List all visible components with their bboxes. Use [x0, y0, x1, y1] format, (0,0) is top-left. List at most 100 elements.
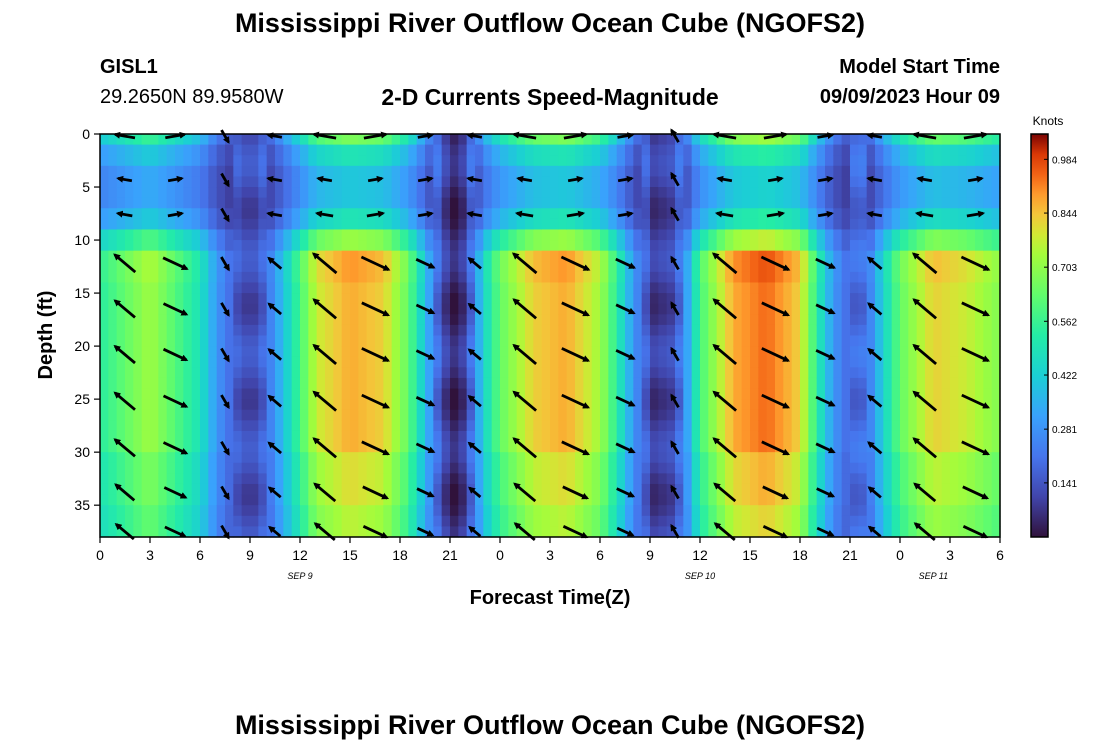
heatmap-cell — [650, 155, 659, 167]
heatmap-cell — [366, 515, 376, 527]
heatmap-cell — [216, 430, 226, 443]
heatmap-cell — [925, 176, 934, 188]
heatmap-cell — [608, 452, 618, 464]
heatmap-cell — [866, 494, 876, 506]
heatmap-cell — [291, 282, 301, 294]
heatmap-cell — [891, 176, 901, 188]
heatmap-cell — [908, 218, 918, 231]
heatmap-cell — [141, 420, 151, 432]
heatmap-cell — [283, 218, 293, 231]
heatmap-cell — [233, 282, 243, 294]
heatmap-cell — [541, 282, 551, 294]
heatmap-cell — [450, 240, 459, 252]
heatmap-cell — [175, 367, 184, 379]
heatmap-cell — [275, 187, 284, 199]
heatmap-cell — [283, 515, 293, 527]
heatmap-cell — [275, 271, 284, 284]
heatmap-cell — [300, 430, 309, 443]
heatmap-cell — [416, 271, 426, 284]
heatmap-cell — [825, 197, 834, 209]
heatmap-cell — [475, 367, 484, 379]
heatmap-cell — [416, 430, 426, 443]
heatmap-cell — [491, 409, 501, 421]
heatmap-cell — [441, 165, 451, 178]
heatmap-cell — [291, 187, 301, 199]
heatmap-cell — [641, 505, 651, 517]
heatmap-cell — [250, 377, 259, 390]
heatmap-cell — [616, 229, 626, 241]
heatmap-cell — [900, 208, 909, 220]
heatmap-cell — [150, 483, 159, 496]
heatmap-cell — [850, 165, 859, 178]
heatmap-cell — [633, 314, 643, 326]
heatmap-cell — [516, 441, 526, 453]
x-tick-label: 3 — [146, 547, 154, 563]
heatmap-cell — [800, 293, 809, 305]
current-arrow — [562, 525, 589, 539]
heatmap-cell — [116, 420, 126, 432]
heatmap-cell — [216, 261, 226, 273]
heatmap-cell — [691, 218, 701, 231]
heatmap-cell — [108, 452, 118, 464]
heatmap-cell — [100, 261, 109, 273]
heatmap-cell — [175, 134, 184, 146]
heatmap-cell — [541, 452, 551, 464]
heatmap-cell — [316, 261, 326, 273]
heatmap-cell — [791, 134, 801, 146]
heatmap-cell — [541, 155, 551, 167]
heatmap-cell — [866, 462, 876, 474]
heatmap-cell — [500, 176, 509, 188]
heatmap-cell — [600, 187, 609, 199]
heatmap-cell — [625, 494, 634, 506]
heatmap-cell — [758, 303, 768, 315]
heatmap-cell — [416, 515, 426, 527]
heatmap-cell — [158, 293, 168, 305]
heatmap-cell — [150, 229, 159, 241]
heatmap-cell — [583, 324, 593, 337]
heatmap-cell — [700, 187, 709, 199]
x-tick-label: 21 — [442, 547, 458, 563]
current-arrow — [911, 252, 938, 275]
heatmap-cell — [825, 218, 834, 231]
heatmap-cell — [975, 515, 984, 527]
heatmap-cell — [575, 526, 584, 538]
heatmap-cell — [516, 430, 526, 443]
heatmap-cell — [925, 208, 934, 220]
heatmap-cell — [508, 494, 518, 506]
heatmap-cell — [691, 452, 701, 464]
heatmap-cell — [816, 261, 826, 273]
heatmap-cell — [550, 367, 559, 379]
heatmap-cell — [383, 293, 393, 305]
heatmap-cell — [383, 165, 393, 178]
heatmap-cell — [683, 261, 693, 273]
heatmap-cell — [950, 462, 959, 474]
heatmap-cell — [741, 271, 751, 284]
heatmap-cell — [350, 377, 359, 390]
heatmap-cell — [441, 187, 451, 199]
heatmap-cell — [158, 452, 168, 464]
heatmap-cell — [983, 240, 993, 252]
heatmap-cell — [508, 377, 518, 390]
heatmap-cell — [333, 155, 343, 167]
heatmap-cell — [950, 229, 959, 241]
current-arrow — [560, 255, 591, 271]
heatmap-cell — [266, 229, 276, 241]
heatmap-cell — [200, 452, 209, 464]
heatmap-cell — [100, 293, 109, 305]
heatmap-cell — [741, 515, 751, 527]
heatmap-cell — [708, 324, 718, 337]
heatmap-cell — [741, 144, 751, 156]
heatmap-cell — [716, 218, 726, 231]
current-arrow — [113, 391, 136, 411]
heatmap-cell — [991, 314, 1001, 326]
heatmap-cell — [650, 388, 659, 400]
heatmap-cell — [808, 377, 818, 390]
heatmap-cell — [550, 388, 559, 400]
heatmap-cell — [391, 335, 401, 347]
heatmap-cell — [791, 367, 801, 379]
heatmap-cell — [308, 229, 318, 241]
heatmap-cell — [791, 155, 801, 167]
current-arrow — [714, 210, 734, 218]
heatmap-cell — [775, 356, 784, 368]
current-arrow — [167, 210, 185, 218]
